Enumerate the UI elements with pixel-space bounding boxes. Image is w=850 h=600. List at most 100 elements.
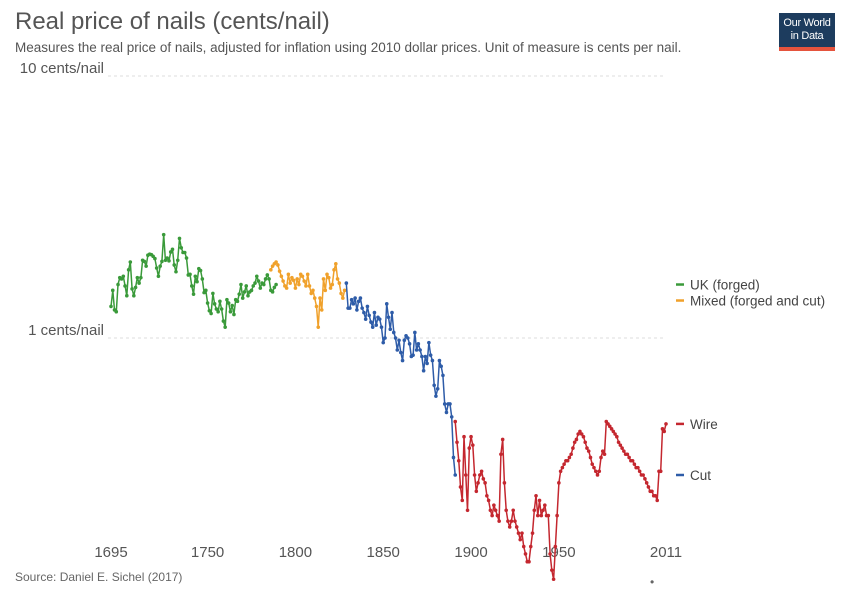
data-point	[114, 309, 119, 314]
data-point	[270, 290, 275, 294]
data-point	[172, 263, 177, 267]
data-point	[567, 455, 572, 460]
data-point	[616, 440, 621, 445]
data-point	[369, 320, 373, 324]
x-tick-label: 2011	[650, 544, 682, 561]
data-point	[456, 458, 461, 463]
y-axis-labels: 1 cents/nail 10 cents/nail	[20, 60, 104, 339]
chart-title: Real price of nails (cents/nail)	[15, 8, 330, 35]
data-point	[565, 458, 570, 463]
data-point	[121, 274, 126, 279]
x-tick-label: 1695	[94, 544, 127, 561]
data-point	[439, 364, 443, 369]
data-point	[400, 358, 405, 363]
data-point	[251, 284, 256, 288]
data-point	[334, 261, 338, 266]
data-point	[384, 302, 389, 306]
data-point	[397, 338, 401, 343]
data-point	[558, 469, 563, 474]
data-point	[305, 272, 310, 277]
data-point	[272, 285, 277, 290]
data-point	[237, 292, 242, 296]
x-tick-label: 1900	[454, 544, 487, 561]
data-point	[182, 250, 187, 255]
data-point	[325, 272, 329, 277]
data-point	[523, 552, 528, 556]
data-point	[562, 462, 566, 466]
legend-item-uk-forged: UK (forged)	[676, 278, 760, 293]
data-point	[627, 455, 631, 460]
data-point	[432, 383, 436, 388]
data-point	[295, 277, 299, 281]
data-point	[225, 297, 229, 302]
data-point	[435, 386, 440, 391]
data-point	[530, 531, 535, 535]
data-point	[437, 358, 442, 363]
data-point	[615, 434, 619, 439]
data-point	[395, 348, 400, 352]
logo-line-2: in Data	[790, 30, 824, 42]
data-point	[341, 296, 345, 300]
data-point	[288, 281, 292, 285]
data-point	[534, 493, 538, 498]
data-point	[235, 299, 240, 304]
data-point	[551, 577, 556, 582]
data-point	[569, 452, 573, 457]
data-point	[265, 273, 270, 277]
data-point	[469, 434, 473, 439]
data-point	[655, 498, 660, 503]
data-point	[643, 477, 647, 481]
data-point	[204, 288, 208, 293]
data-point	[485, 493, 489, 498]
data-point	[583, 440, 588, 445]
data-point	[349, 297, 354, 302]
data-point	[309, 291, 314, 296]
data-point	[212, 302, 217, 306]
legend-label: Mixed (forged and cut)	[690, 294, 825, 309]
data-point	[478, 473, 482, 477]
data-point	[388, 327, 393, 332]
data-point	[211, 291, 215, 296]
data-point	[555, 513, 559, 518]
data-point	[599, 455, 603, 460]
data-point	[407, 342, 412, 346]
data-point	[574, 437, 579, 442]
data-point	[109, 304, 113, 309]
data-point	[513, 519, 517, 523]
data-point	[467, 446, 472, 450]
data-point	[330, 282, 335, 287]
data-point	[481, 477, 486, 481]
data-point	[593, 469, 598, 474]
data-point	[497, 519, 501, 523]
y-tick-label: 1 cents/nail	[28, 322, 104, 339]
data-point	[521, 544, 526, 549]
data-point	[546, 513, 551, 518]
series-uk-forged	[109, 232, 278, 329]
data-point	[218, 299, 222, 304]
data-point	[267, 277, 271, 281]
legend-label: Cut	[690, 468, 711, 483]
owid-logo[interactable]: Our World in Data	[779, 13, 835, 51]
data-point	[175, 258, 180, 263]
data-point	[421, 368, 426, 373]
data-point	[184, 256, 189, 260]
data-point	[177, 236, 182, 241]
series-mixed-forged-and-cut	[269, 260, 347, 329]
data-point	[471, 443, 475, 447]
data-point	[367, 313, 371, 318]
data-point	[664, 422, 668, 426]
data-point	[613, 432, 617, 436]
legend-label: UK (forged)	[690, 278, 760, 293]
data-point	[660, 427, 665, 431]
data-point	[434, 394, 438, 398]
data-point	[453, 419, 458, 424]
data-point	[174, 269, 178, 274]
data-point	[133, 285, 138, 290]
data-point	[383, 336, 387, 340]
data-point	[207, 309, 212, 313]
data-point	[372, 310, 377, 315]
data-point	[611, 429, 616, 434]
data-point	[355, 308, 359, 312]
data-point	[158, 264, 162, 268]
data-point	[630, 458, 635, 463]
